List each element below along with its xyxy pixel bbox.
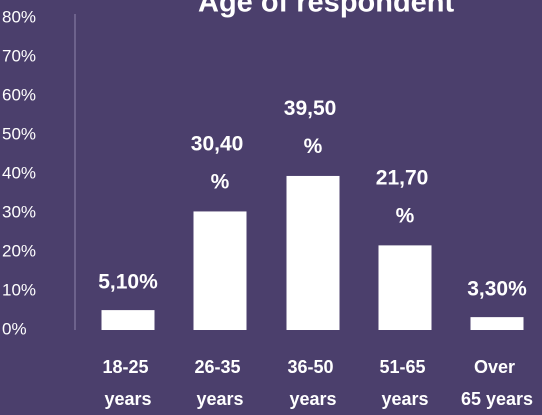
x-tick-label: 36-50 years <box>287 357 338 409</box>
value-label: 39,50 % <box>284 96 342 157</box>
y-tick-label: 40% <box>2 163 36 182</box>
y-tick-label: 20% <box>2 241 36 260</box>
bar <box>378 245 432 330</box>
value-label: 30,40 % <box>191 132 249 193</box>
x-tick-label: 26-35 years <box>194 357 245 409</box>
y-tick-label: 30% <box>2 202 36 221</box>
y-tick-label: 60% <box>2 85 36 104</box>
bar <box>286 175 340 330</box>
x-tick-label: 51-65 years <box>379 357 430 409</box>
y-tick-label: 10% <box>2 280 36 299</box>
bar <box>193 211 247 330</box>
y-tick-label: 0% <box>2 319 27 338</box>
y-tick-label: 50% <box>2 124 36 143</box>
chart-title: Age of respondent <box>198 0 455 19</box>
value-label: 3,30% <box>467 278 527 301</box>
y-tick-label: 80% <box>2 7 36 26</box>
bar <box>101 310 155 330</box>
bar <box>470 317 524 330</box>
value-label: 5,10% <box>98 271 158 294</box>
y-tick-label: 70% <box>2 46 36 65</box>
x-tick-label: Over 65 years <box>461 357 533 409</box>
x-tick-label: 18-25 years <box>102 357 153 409</box>
value-label: 21,70 % <box>376 166 434 227</box>
